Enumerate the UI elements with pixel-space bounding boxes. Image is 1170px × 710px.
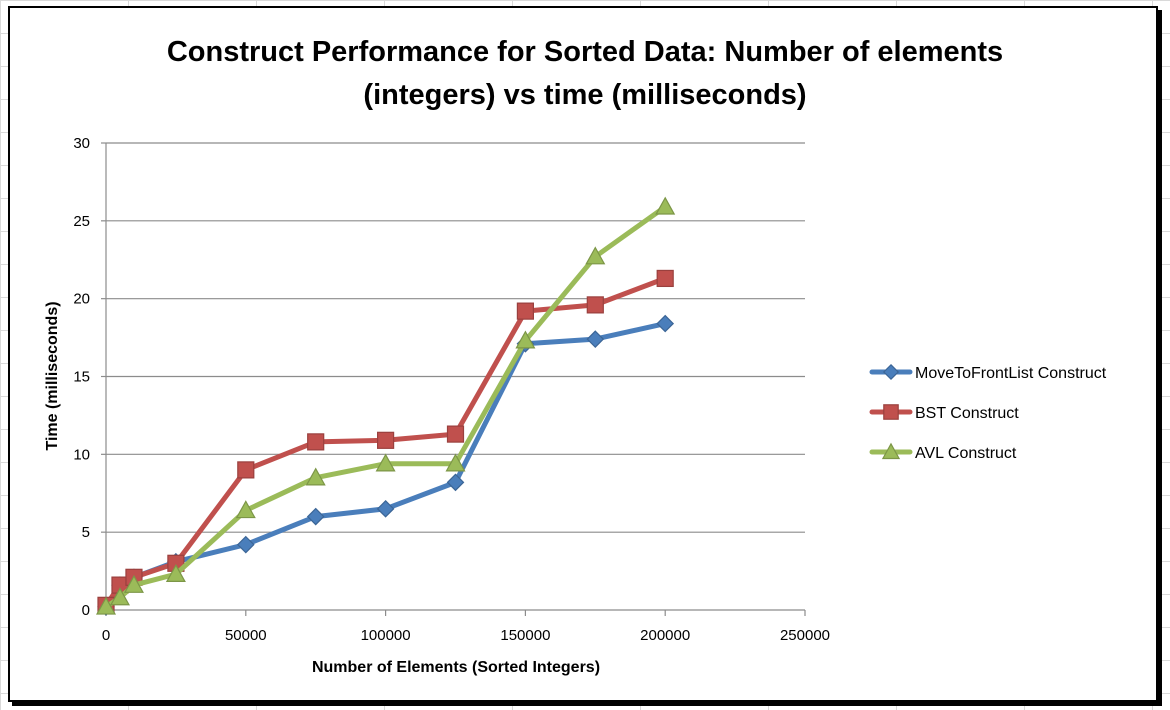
y-tick-label: 20	[73, 291, 90, 308]
legend-marker	[883, 404, 899, 420]
data-point	[236, 535, 255, 554]
chart-title: Construct Performance for Sorted Data: N…	[167, 36, 1003, 111]
legend-marker	[882, 363, 900, 381]
legend-item: AVL Construct	[869, 442, 1017, 462]
legend-label: AVL Construct	[915, 445, 1017, 462]
legend-label: MoveToFrontList Construct	[915, 365, 1107, 382]
chart-title-line-2: (integers) vs time (milliseconds)	[363, 79, 806, 111]
x-tick-label: 0	[102, 627, 110, 644]
y-tick-label: 25	[73, 213, 90, 230]
data-point	[515, 330, 536, 349]
data-point	[123, 574, 144, 593]
series-3	[95, 196, 676, 615]
legend: MoveToFrontList Construct BST Construct AV…	[869, 363, 1107, 462]
data-point	[307, 433, 325, 451]
series-2	[97, 269, 674, 614]
legend-item: MoveToFrontList Construct	[869, 363, 1107, 382]
data-point	[586, 330, 605, 348]
data-point	[446, 473, 465, 492]
data-point	[376, 499, 395, 518]
data-point	[585, 246, 606, 265]
y-tick-label: 15	[73, 369, 90, 386]
y-tick-label: 30	[73, 135, 90, 152]
data-point	[586, 296, 604, 314]
data-point	[306, 507, 325, 526]
y-tick-label: 0	[82, 602, 90, 619]
x-tick-label: 250000	[780, 627, 830, 644]
data-point	[516, 302, 535, 320]
data-point	[445, 453, 466, 472]
data-point	[656, 269, 674, 288]
x-tick-label: 150000	[500, 627, 550, 644]
legend-label: BST Construct	[915, 405, 1019, 422]
data-point	[305, 467, 326, 486]
y-axis-title: Time (milliseconds)	[44, 301, 61, 450]
series-layer	[95, 196, 676, 616]
data-point	[165, 563, 186, 582]
data-point	[235, 500, 256, 519]
x-tick-label: 50000	[225, 627, 267, 644]
x-axis-title: Number of Elements (Sorted Integers)	[312, 659, 600, 676]
y-tick-label: 5	[82, 524, 90, 541]
x-tick-label: 200000	[640, 627, 690, 644]
data-point	[237, 461, 255, 479]
data-point	[375, 453, 396, 472]
data-point	[446, 425, 465, 443]
data-point	[377, 431, 395, 449]
chart-title-line-1: Construct Performance for Sorted Data: N…	[167, 36, 1003, 68]
x-axis-ticks: 0 50000 100000 150000 200000 250000	[102, 610, 830, 644]
data-point	[95, 596, 117, 615]
data-point	[109, 587, 130, 606]
data-point	[655, 196, 676, 215]
y-tick-label: 10	[73, 446, 90, 463]
legend-item: BST Construct	[869, 404, 1019, 422]
legend-marker	[881, 442, 901, 460]
y-axis-ticks: 0 5 10 15 20 25 30	[73, 135, 106, 619]
chart-frame	[8, 6, 1158, 702]
data-point	[656, 314, 675, 333]
x-tick-label: 100000	[361, 627, 411, 644]
